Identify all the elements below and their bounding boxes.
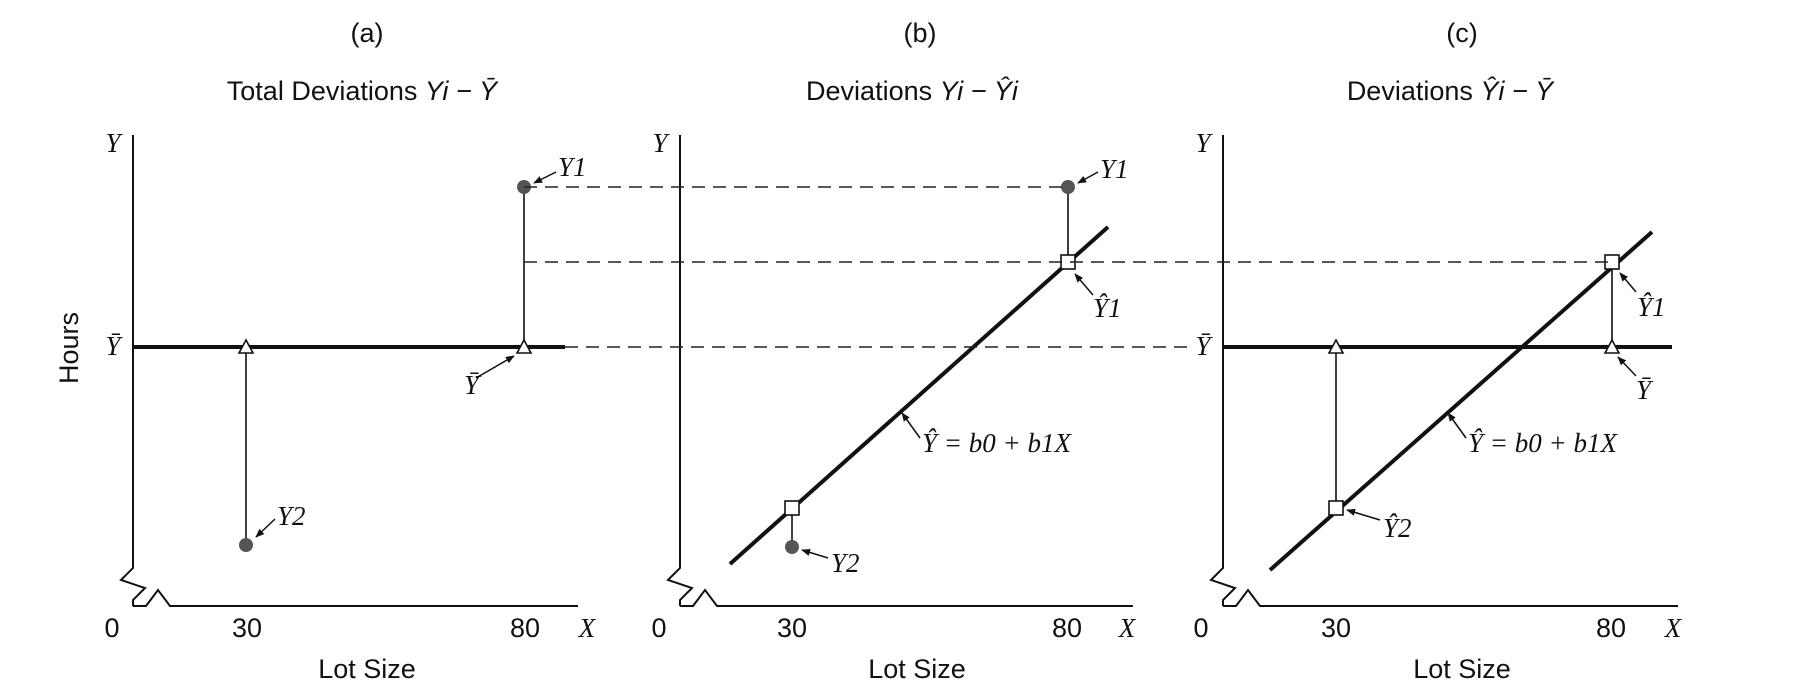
panel-b-point-y2 — [785, 540, 799, 554]
panel-a-x-title: Lot Size — [318, 654, 416, 684]
panel-a-x-axis — [133, 588, 578, 607]
panel-c-arrow-ybar — [1617, 356, 1637, 377]
panel-c-x-axis — [1223, 588, 1678, 607]
panel-b-point-y1 — [1061, 180, 1075, 194]
panel-b-tick-80: 80 — [1052, 613, 1082, 643]
panel-c-label-regline: Ŷ = b0 + b1X — [1468, 428, 1618, 458]
panel-c-x-symbol: X — [1664, 613, 1683, 643]
panel-c-label-ybar: Ȳ — [1636, 375, 1654, 405]
panel-c-label-yhat1: Ŷ1 — [1637, 292, 1666, 322]
panel-c-fitted-marker-2 — [1328, 500, 1344, 516]
panel-c-ybar-label: Ȳ — [1195, 331, 1213, 361]
panel-c-regression-line — [1268, 230, 1654, 572]
panel-c: (c) Deviations Ŷi − Ȳ Y Ȳ 0 30 80 X Lot … — [1193, 18, 1682, 684]
panel-c-mean-marker-80 — [1603, 338, 1621, 354]
panel-c-x-title: Lot Size — [1413, 654, 1511, 684]
panel-a-ybar-label: Ȳ — [105, 331, 123, 361]
panel-c-arrow-regline — [1447, 412, 1467, 439]
panel-b-x-symbol: X — [1118, 613, 1137, 643]
panel-b-label-yhat1: Ŷ1 — [1093, 293, 1122, 323]
panel-a-letter: (a) — [351, 18, 384, 48]
panel-a-point-y2 — [239, 538, 253, 552]
panel-b-y-symbol: Y — [652, 128, 670, 158]
panel-b-y-axis — [666, 135, 694, 606]
panel-b-arrow-yhat1 — [1074, 273, 1094, 296]
panel-a-mean-marker-80 — [515, 338, 533, 354]
panel-b-title: Deviations Yi − Ŷi — [806, 75, 1019, 106]
panel-a-label-y2: Y2 — [277, 501, 306, 531]
panel-c-letter: (c) — [1446, 18, 1477, 48]
panel-c-tick-80: 80 — [1596, 613, 1626, 643]
panel-b-arrow-y2 — [801, 548, 829, 559]
y-axis-title: Hours — [54, 312, 84, 384]
panel-a-label-y1: Y1 — [558, 152, 587, 182]
panel-a-tick-80: 80 — [510, 613, 540, 643]
panel-c-y-axis — [1209, 135, 1237, 606]
panel-c-origin: 0 — [1193, 613, 1208, 643]
panel-c-y-symbol: Y — [1195, 128, 1213, 158]
panel-a: (a) Total Deviations Yi − Ȳ Y Ȳ 0 30 80 … — [104, 18, 596, 684]
panel-b-arrow-y1 — [1077, 171, 1099, 184]
panel-a-label-ybar: Ȳ — [464, 370, 482, 400]
panel-a-y-axis — [119, 135, 147, 606]
panel-a-tick-30: 30 — [232, 613, 262, 643]
panel-b-label-y1: Y1 — [1100, 154, 1129, 184]
panel-a-origin: 0 — [104, 613, 119, 643]
panel-a-arrow-ybar — [475, 355, 515, 379]
panel-b-x-axis — [680, 588, 1133, 607]
panel-a-y-symbol: Y — [105, 128, 123, 158]
panel-a-title: Total Deviations Yi − Ȳ — [227, 76, 499, 106]
panel-c-tick-30: 30 — [1321, 613, 1351, 643]
panel-b-tick-30: 30 — [777, 613, 807, 643]
panel-b-origin: 0 — [651, 613, 666, 643]
panel-b-x-title: Lot Size — [868, 654, 966, 684]
panel-b-fitted-marker-2 — [784, 500, 800, 516]
panel-c-label-yhat2: Ŷ2 — [1383, 513, 1412, 543]
panel-c-arrow-yhat2 — [1346, 508, 1381, 521]
panel-a-mean-marker-30 — [237, 338, 255, 354]
panel-b-label-regline: Ŷ = b0 + b1X — [922, 428, 1072, 458]
panel-c-title: Deviations Ŷi − Ȳ — [1347, 75, 1555, 106]
panel-a-arrow-y2 — [255, 518, 276, 538]
panel-b-letter: (b) — [904, 18, 937, 48]
panel-b: (b) Deviations Yi − Ŷi Y 0 30 80 X Lot S… — [651, 18, 1136, 684]
panel-c-arrow-yhat1 — [1619, 272, 1637, 293]
panel-a-arrow-y1 — [533, 171, 557, 184]
panel-b-arrow-regline — [901, 412, 921, 439]
panel-c-mean-marker-30 — [1327, 338, 1345, 354]
panel-b-label-y2: Y2 — [831, 548, 860, 578]
panel-a-x-symbol: X — [578, 613, 597, 643]
